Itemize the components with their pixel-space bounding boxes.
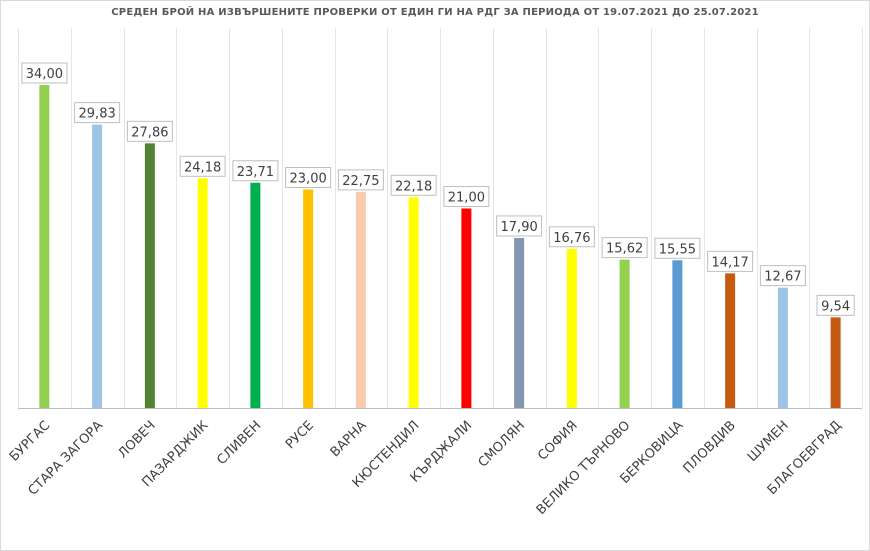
data-label-box <box>654 237 701 259</box>
data-label-box <box>759 265 806 287</box>
bar <box>144 143 155 408</box>
bar <box>672 260 683 408</box>
bar <box>566 248 577 408</box>
data-label: 34,00 <box>26 67 63 82</box>
data-label-box <box>285 167 332 188</box>
bar <box>250 182 261 408</box>
data-label-box <box>601 237 648 259</box>
data-label: 15,62 <box>606 242 643 257</box>
data-label-box <box>337 169 384 191</box>
bar <box>514 237 525 408</box>
category-label: ШУМЕН <box>745 418 792 465</box>
category-label: СОФИЯ <box>535 418 580 463</box>
data-label-box <box>707 250 754 272</box>
data-label-box <box>21 62 68 84</box>
category-label: ЛОВЕЧ <box>116 418 159 461</box>
bar <box>830 317 841 408</box>
data-label-box <box>179 155 226 177</box>
data-label-box <box>816 294 855 316</box>
data-label: 15,55 <box>659 242 696 257</box>
data-label: 24,18 <box>184 160 221 175</box>
data-label: 29,83 <box>79 107 116 122</box>
data-label-box <box>496 215 543 237</box>
data-label: 23,00 <box>290 172 327 187</box>
data-label-box <box>126 120 173 142</box>
category-label: ВАРНА <box>328 418 370 460</box>
bar <box>303 189 314 408</box>
data-label: 12,67 <box>764 270 801 285</box>
category-label: ПЛОВДИВ <box>681 418 739 476</box>
data-label: 17,90 <box>501 220 538 235</box>
data-label-box <box>232 160 279 182</box>
data-label-box <box>74 102 121 124</box>
data-label: 22,18 <box>395 179 432 194</box>
data-label: 21,00 <box>448 191 485 206</box>
bar <box>461 208 472 408</box>
bar <box>777 287 788 408</box>
bar <box>92 124 103 409</box>
category-label: СЛИВЕН <box>214 418 264 468</box>
category-label: ВЕЛИКО ТЪРНОВО <box>534 418 634 518</box>
data-label: 22,75 <box>342 174 379 189</box>
bar <box>39 85 50 408</box>
category-label: РУСЕ <box>283 418 317 452</box>
data-label: 27,86 <box>131 125 168 140</box>
data-label: 9,54 <box>821 299 850 314</box>
chart-title: СРЕДЕН БРОЙ НА ИЗВЪРШЕНИТЕ ПРОВЕРКИ ОТ Е… <box>111 7 759 18</box>
category-label: БУРГАС <box>7 418 53 464</box>
data-label-box <box>548 226 595 248</box>
data-label-box <box>390 174 437 196</box>
data-label: 23,71 <box>237 165 274 180</box>
data-label: 14,17 <box>712 255 749 270</box>
bar <box>619 259 630 408</box>
bar <box>725 273 736 408</box>
data-label-box <box>443 186 490 207</box>
bar <box>355 191 366 408</box>
bar <box>408 197 419 408</box>
bar <box>197 178 208 408</box>
data-label: 16,76 <box>553 231 590 246</box>
category-label: СМОЛЯН <box>476 418 528 470</box>
